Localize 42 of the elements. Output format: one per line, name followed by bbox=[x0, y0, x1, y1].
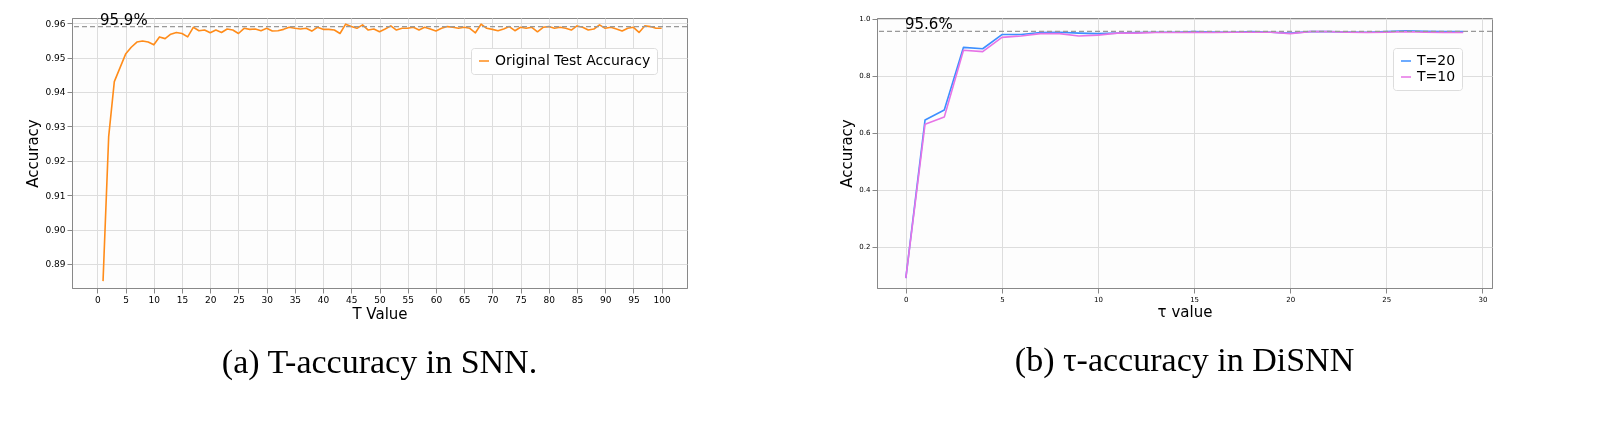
x-tick-label: 35 bbox=[289, 294, 302, 305]
x-tick-label: 95 bbox=[628, 294, 640, 305]
x-tick-label: 65 bbox=[458, 294, 471, 305]
text: (b) τ-accuracy in DiSNN bbox=[1014, 341, 1355, 379]
y-tick-label: 0.90 bbox=[45, 225, 66, 236]
x-tick-label: 100 bbox=[653, 294, 671, 305]
x-axis-title: τ value bbox=[1157, 302, 1213, 321]
x-tick-label: 70 bbox=[487, 294, 499, 305]
x-axis-title: T Value bbox=[351, 304, 408, 323]
x-tick-label: 40 bbox=[317, 294, 330, 305]
x-tick-label: 15 bbox=[176, 294, 189, 305]
x-tick-label: 90 bbox=[599, 294, 612, 305]
legend-label: T=20 bbox=[1416, 52, 1456, 68]
legend-label: T=10 bbox=[1416, 68, 1456, 84]
text: (a) T-accuracy in SNN. bbox=[221, 343, 538, 381]
y-tick-label: 0.93 bbox=[45, 121, 66, 132]
y-tick-label: 0.96 bbox=[45, 18, 66, 29]
x-tick-label: 0 bbox=[95, 294, 102, 305]
y-tick-label: 0.92 bbox=[45, 156, 66, 167]
x-tick-label: 75 bbox=[515, 294, 527, 305]
y-tick-label: 0.94 bbox=[45, 87, 66, 98]
ref-line-label: 95.9% bbox=[100, 10, 148, 29]
x-tick-label: 20 bbox=[205, 294, 217, 305]
line-series bbox=[102, 23, 663, 282]
y-tick-label: 0.89 bbox=[45, 259, 66, 270]
x-tick-label: 50 bbox=[374, 294, 386, 305]
x-tick-label: 85 bbox=[571, 294, 584, 305]
y-axis-title: Accuracy bbox=[24, 119, 43, 188]
line-series bbox=[905, 30, 1464, 279]
x-tick-label: 10 bbox=[148, 294, 161, 305]
legend-label: Original Test Accuracy bbox=[495, 52, 651, 68]
x-tick-label: 25 bbox=[233, 294, 245, 305]
y-tick-label: 0.91 bbox=[45, 190, 66, 201]
ref-line-label: 95.6% bbox=[905, 15, 953, 34]
x-tick-label: 30 bbox=[261, 294, 274, 305]
x-tick-label: 60 bbox=[430, 294, 443, 305]
x-tick-label: 80 bbox=[543, 294, 556, 305]
x-tick-label: 55 bbox=[402, 294, 414, 305]
x-tick-label: 45 bbox=[346, 294, 358, 305]
y-tick-label: 0.95 bbox=[45, 53, 66, 64]
x-tick-label: 5 bbox=[123, 294, 129, 305]
y-axis-title: Accuracy bbox=[838, 119, 857, 188]
